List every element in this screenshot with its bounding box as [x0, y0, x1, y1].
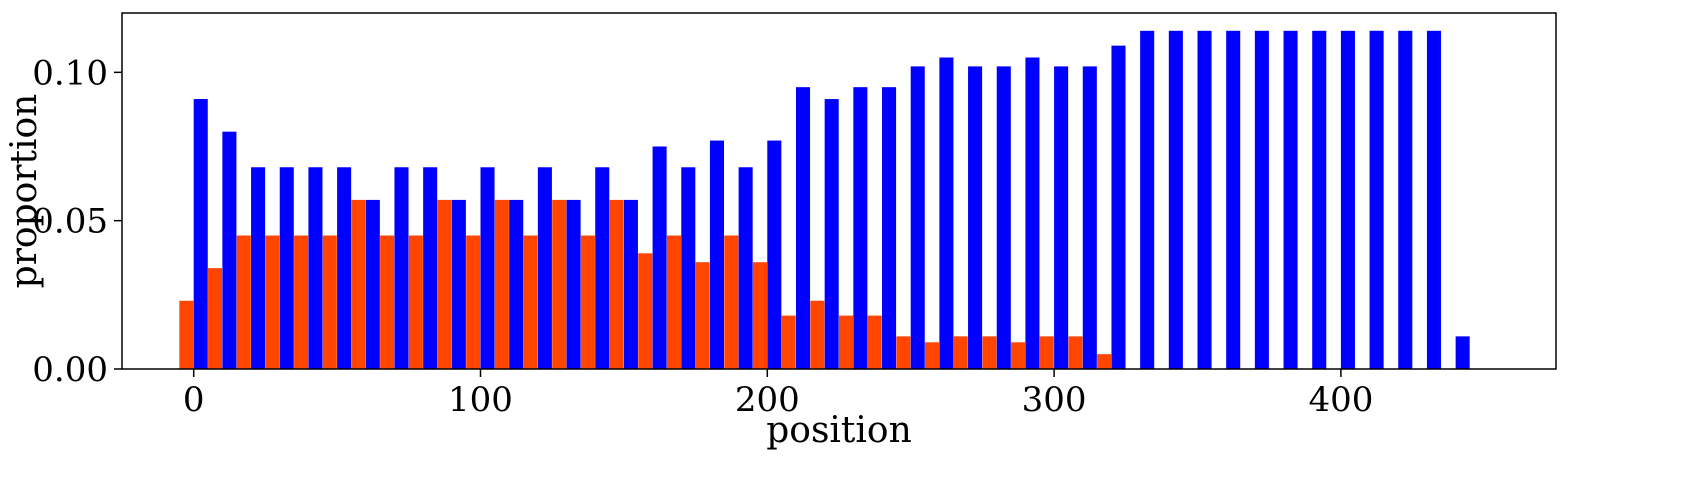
bar	[494, 199, 509, 369]
bar	[968, 66, 983, 370]
bar	[982, 336, 997, 369]
y-axis: 0.00 0.05 0.10	[32, 53, 122, 390]
bar	[380, 235, 395, 369]
y-tick-label: 0.10	[32, 53, 108, 93]
bar	[853, 87, 868, 370]
bar	[437, 199, 452, 369]
bar	[824, 99, 839, 370]
bar	[208, 268, 223, 369]
bar	[709, 140, 724, 369]
bar	[953, 336, 968, 369]
bar	[996, 66, 1011, 370]
bar	[839, 315, 854, 369]
bar	[1082, 66, 1097, 370]
bar	[523, 235, 538, 369]
bar	[351, 199, 366, 369]
bar	[365, 199, 380, 369]
x-tick-label: 200	[735, 380, 800, 420]
bar	[781, 315, 796, 369]
bar	[394, 167, 409, 369]
bar	[595, 167, 610, 369]
bar	[925, 342, 940, 369]
bar	[939, 57, 954, 369]
bar	[552, 199, 567, 369]
bar	[767, 140, 782, 369]
bar	[1011, 342, 1026, 369]
bar	[251, 167, 266, 369]
bar	[638, 253, 653, 369]
bar	[1254, 30, 1269, 370]
bar	[509, 199, 524, 369]
bar	[1455, 336, 1470, 369]
bar	[480, 167, 495, 369]
bar	[279, 167, 294, 369]
x-tick-label: 0	[183, 380, 205, 420]
bar	[580, 235, 595, 369]
plot-frame	[121, 12, 1557, 370]
bar	[609, 199, 624, 369]
bar	[795, 87, 811, 370]
bar	[408, 235, 423, 369]
bar	[1168, 30, 1183, 370]
y-axis-label: proportion	[4, 94, 45, 289]
bar	[1226, 30, 1241, 370]
bar	[1097, 354, 1112, 369]
x-axis-label: position	[766, 410, 912, 451]
y-tick-label: 0.05	[32, 202, 108, 242]
bar	[1054, 66, 1069, 370]
bar	[910, 66, 925, 370]
bar	[1283, 30, 1298, 370]
bar	[179, 300, 194, 369]
bar	[1068, 336, 1083, 369]
bar	[810, 300, 825, 369]
x-tick-label: 100	[448, 380, 513, 420]
bar	[193, 99, 208, 370]
bar	[451, 199, 466, 369]
bar	[222, 131, 237, 369]
bar	[322, 235, 337, 369]
x-axis: 0 100 200 300 400	[183, 369, 1373, 420]
bar	[752, 262, 768, 369]
bar	[882, 87, 897, 370]
bar	[623, 199, 638, 369]
bar	[308, 167, 323, 369]
bar	[466, 235, 481, 369]
bar	[566, 199, 581, 369]
bar	[896, 336, 911, 369]
bar	[1197, 30, 1212, 370]
y-tick-label: 0.00	[32, 350, 108, 390]
bars-group	[179, 30, 1470, 370]
bar	[423, 167, 438, 369]
bar	[337, 167, 352, 369]
bar	[652, 146, 667, 369]
bar	[236, 235, 251, 369]
bar	[666, 235, 681, 369]
bar	[1140, 30, 1155, 370]
bar	[294, 235, 309, 369]
bar	[1340, 30, 1355, 370]
bar	[695, 262, 710, 369]
bar	[1312, 30, 1327, 370]
bar	[1111, 45, 1126, 370]
bar	[1025, 57, 1040, 369]
bar	[537, 167, 552, 369]
bar	[724, 235, 739, 369]
x-tick-label: 300	[1022, 380, 1087, 420]
bar	[738, 167, 753, 369]
bar	[1039, 336, 1054, 369]
bar	[1369, 30, 1384, 370]
bar	[867, 315, 882, 369]
bar	[1426, 30, 1441, 370]
bar	[1398, 30, 1413, 370]
x-tick-label: 400	[1308, 380, 1373, 420]
bar	[681, 167, 696, 369]
bar	[265, 235, 280, 369]
